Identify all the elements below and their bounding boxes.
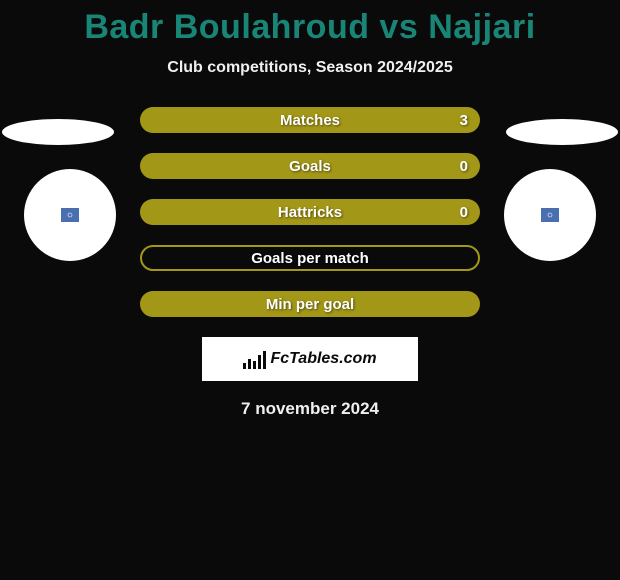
- brand-text: FcTables.com: [270, 350, 376, 368]
- stat-bars: Matches 3 Goals 0 Hattricks 0 Goals per …: [140, 107, 480, 317]
- stat-label: Min per goal: [266, 296, 354, 313]
- stat-value: 0: [460, 204, 468, 221]
- player-left-badge: [24, 169, 116, 261]
- stat-row: Goals per match: [140, 245, 480, 271]
- stat-label: Goals per match: [251, 250, 369, 267]
- stat-row: Min per goal: [140, 291, 480, 317]
- stat-value: 0: [460, 158, 468, 175]
- player-right-ellipse: [506, 119, 618, 145]
- stat-value: 3: [460, 112, 468, 129]
- flag-icon: [541, 208, 559, 222]
- player-right-badge: [504, 169, 596, 261]
- stat-row: Matches 3: [140, 107, 480, 133]
- stat-row: Goals 0: [140, 153, 480, 179]
- subtitle: Club competitions, Season 2024/2025: [0, 59, 620, 77]
- comparison-stage: Matches 3 Goals 0 Hattricks 0 Goals per …: [0, 107, 620, 419]
- flag-icon: [61, 208, 79, 222]
- date-label: 7 november 2024: [0, 399, 620, 419]
- chart-icon: [243, 349, 266, 369]
- stat-label: Goals: [289, 158, 331, 175]
- brand-logo: FcTables.com: [202, 337, 418, 381]
- stat-label: Matches: [280, 112, 340, 129]
- player-left-ellipse: [2, 119, 114, 145]
- stat-label: Hattricks: [278, 204, 342, 221]
- stat-row: Hattricks 0: [140, 199, 480, 225]
- page-title: Badr Boulahroud vs Najjari: [0, 0, 620, 47]
